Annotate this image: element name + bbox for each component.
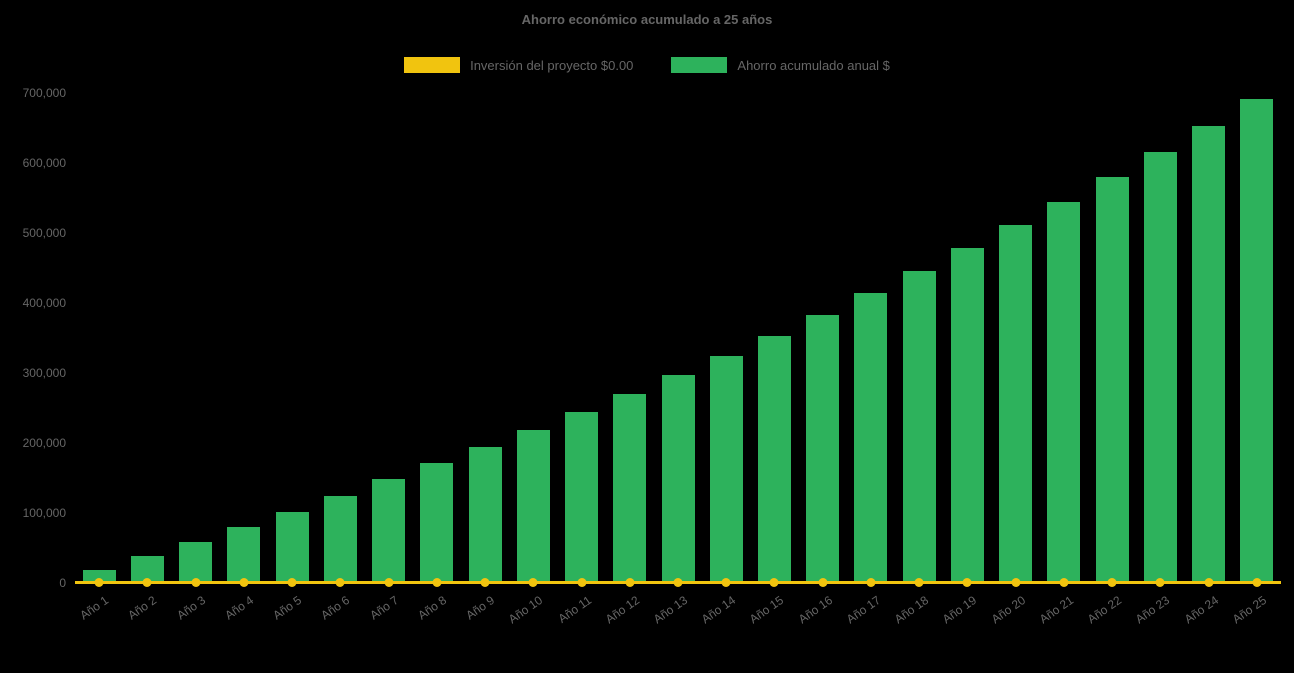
bar-año-25[interactable]: [1240, 98, 1274, 583]
investment-point-año-9[interactable]: [480, 578, 490, 587]
bar-año-4[interactable]: [227, 527, 261, 583]
investment-point-año-13[interactable]: [673, 578, 683, 587]
investment-point-año-18[interactable]: [914, 578, 924, 587]
investment-point-año-11[interactable]: [577, 578, 587, 587]
investment-point-año-12[interactable]: [625, 578, 635, 587]
bar-año-24[interactable]: [1192, 125, 1226, 583]
investment-point-año-16[interactable]: [818, 578, 828, 587]
investment-point-año-25[interactable]: [1252, 578, 1262, 587]
investment-point-año-8[interactable]: [432, 578, 442, 587]
investment-point-año-23[interactable]: [1155, 578, 1165, 587]
bar-año-9[interactable]: [468, 447, 502, 583]
investment-point-año-19[interactable]: [962, 578, 972, 587]
legend-label: Inversión del proyecto $0.00: [470, 57, 634, 73]
legend-label: Ahorro acumulado anual $: [737, 57, 890, 73]
legend-item-investment[interactable]: Inversión del proyecto $0.00: [404, 57, 633, 73]
bar-año-22[interactable]: [1095, 177, 1129, 583]
bar-año-8[interactable]: [420, 463, 454, 583]
legend-swatch-yellow: [404, 57, 461, 73]
plot-area: [75, 93, 1281, 587]
investment-point-año-21[interactable]: [1059, 578, 1069, 587]
bar-año-11[interactable]: [565, 411, 599, 583]
bar-año-13[interactable]: [661, 375, 695, 583]
bar-año-7[interactable]: [372, 479, 406, 583]
y-tick-label: 200,000: [22, 436, 66, 450]
y-axis: 0 100,000 200,000 300,000 400,000 500,000 600,…: [0, 86, 66, 590]
bar-año-20[interactable]: [999, 225, 1033, 583]
bar-año-6[interactable]: [323, 495, 357, 583]
investment-point-año-24[interactable]: [1204, 578, 1214, 587]
y-tick-label: 700,000: [22, 86, 66, 100]
bar-año-14[interactable]: [709, 355, 743, 583]
investment-point-año-22[interactable]: [1107, 578, 1117, 587]
investment-point-año-10[interactable]: [528, 578, 538, 587]
investment-point-año-20[interactable]: [1011, 578, 1021, 587]
bar-año-23[interactable]: [1143, 151, 1177, 583]
bar-año-15[interactable]: [757, 335, 791, 583]
bar-año-16[interactable]: [806, 314, 840, 583]
investment-point-año-4[interactable]: [239, 578, 249, 587]
investment-point-año-3[interactable]: [191, 578, 201, 587]
y-tick-label: 0: [59, 576, 66, 590]
investment-point-año-5[interactable]: [287, 578, 297, 587]
y-tick-label: 500,000: [22, 226, 66, 240]
bar-año-12[interactable]: [613, 394, 647, 583]
investment-point-año-2[interactable]: [142, 578, 152, 587]
bar-año-19[interactable]: [950, 248, 984, 583]
legend-swatch-green: [671, 57, 728, 73]
y-tick-label: 100,000: [22, 506, 66, 520]
y-tick-label: 600,000: [22, 156, 66, 170]
chart-title: Ahorro económico acumulado a 25 años: [521, 12, 773, 27]
investment-point-año-15[interactable]: [769, 578, 779, 587]
legend-item-savings[interactable]: Ahorro acumulado anual $: [671, 57, 890, 73]
x-axis: Año 1 Año 2 Año 3 Año 4 Año 5 Año 6 Año 7 Año 8…: [75, 583, 1281, 646]
y-tick-label: 400,000: [22, 296, 66, 310]
bar-año-18[interactable]: [902, 270, 936, 583]
y-tick-label: 300,000: [22, 366, 66, 380]
bar-año-21[interactable]: [1047, 201, 1081, 583]
investment-point-año-14[interactable]: [721, 578, 731, 587]
investment-point-año-1[interactable]: [94, 578, 104, 587]
bar-año-5[interactable]: [275, 512, 309, 583]
investment-point-año-6[interactable]: [335, 578, 345, 587]
bar-año-17[interactable]: [854, 293, 888, 583]
bar-año-1[interactable]: [82, 570, 116, 583]
bar-año-10[interactable]: [516, 429, 550, 583]
chart-legend: Inversión del proyecto $0.00 Ahorro acumu…: [0, 57, 1294, 73]
investment-point-año-17[interactable]: [866, 578, 876, 587]
investment-point-año-7[interactable]: [384, 578, 394, 587]
bar-año-3[interactable]: [179, 541, 213, 583]
